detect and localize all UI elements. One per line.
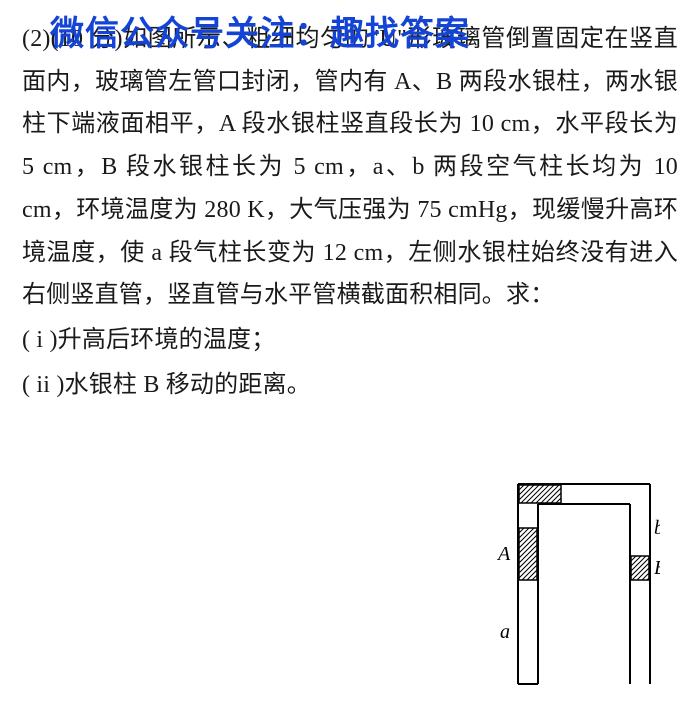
question-2: ( ii )水银柱 B 移动的距离。	[22, 364, 678, 407]
problem-body: (2)(10 分)如图所示、粗细均匀的"U"形玻璃管倒置固定在竖直面内，玻璃管左…	[22, 18, 678, 317]
svg-text:a: a	[500, 621, 510, 643]
svg-text:B: B	[654, 557, 660, 579]
problem-number: (2)(10 分)	[22, 26, 123, 52]
svg-text:b: b	[654, 517, 660, 539]
problem-text: 如图所示、粗细均匀的"U"形玻璃管倒置固定在竖直面内，玻璃管左管口封闭，管内有 …	[22, 26, 678, 308]
u-tube-diagram: A Ba b	[490, 478, 660, 705]
question-1: ( i )升高后环境的温度；	[22, 319, 678, 362]
svg-text:A: A	[496, 543, 511, 565]
